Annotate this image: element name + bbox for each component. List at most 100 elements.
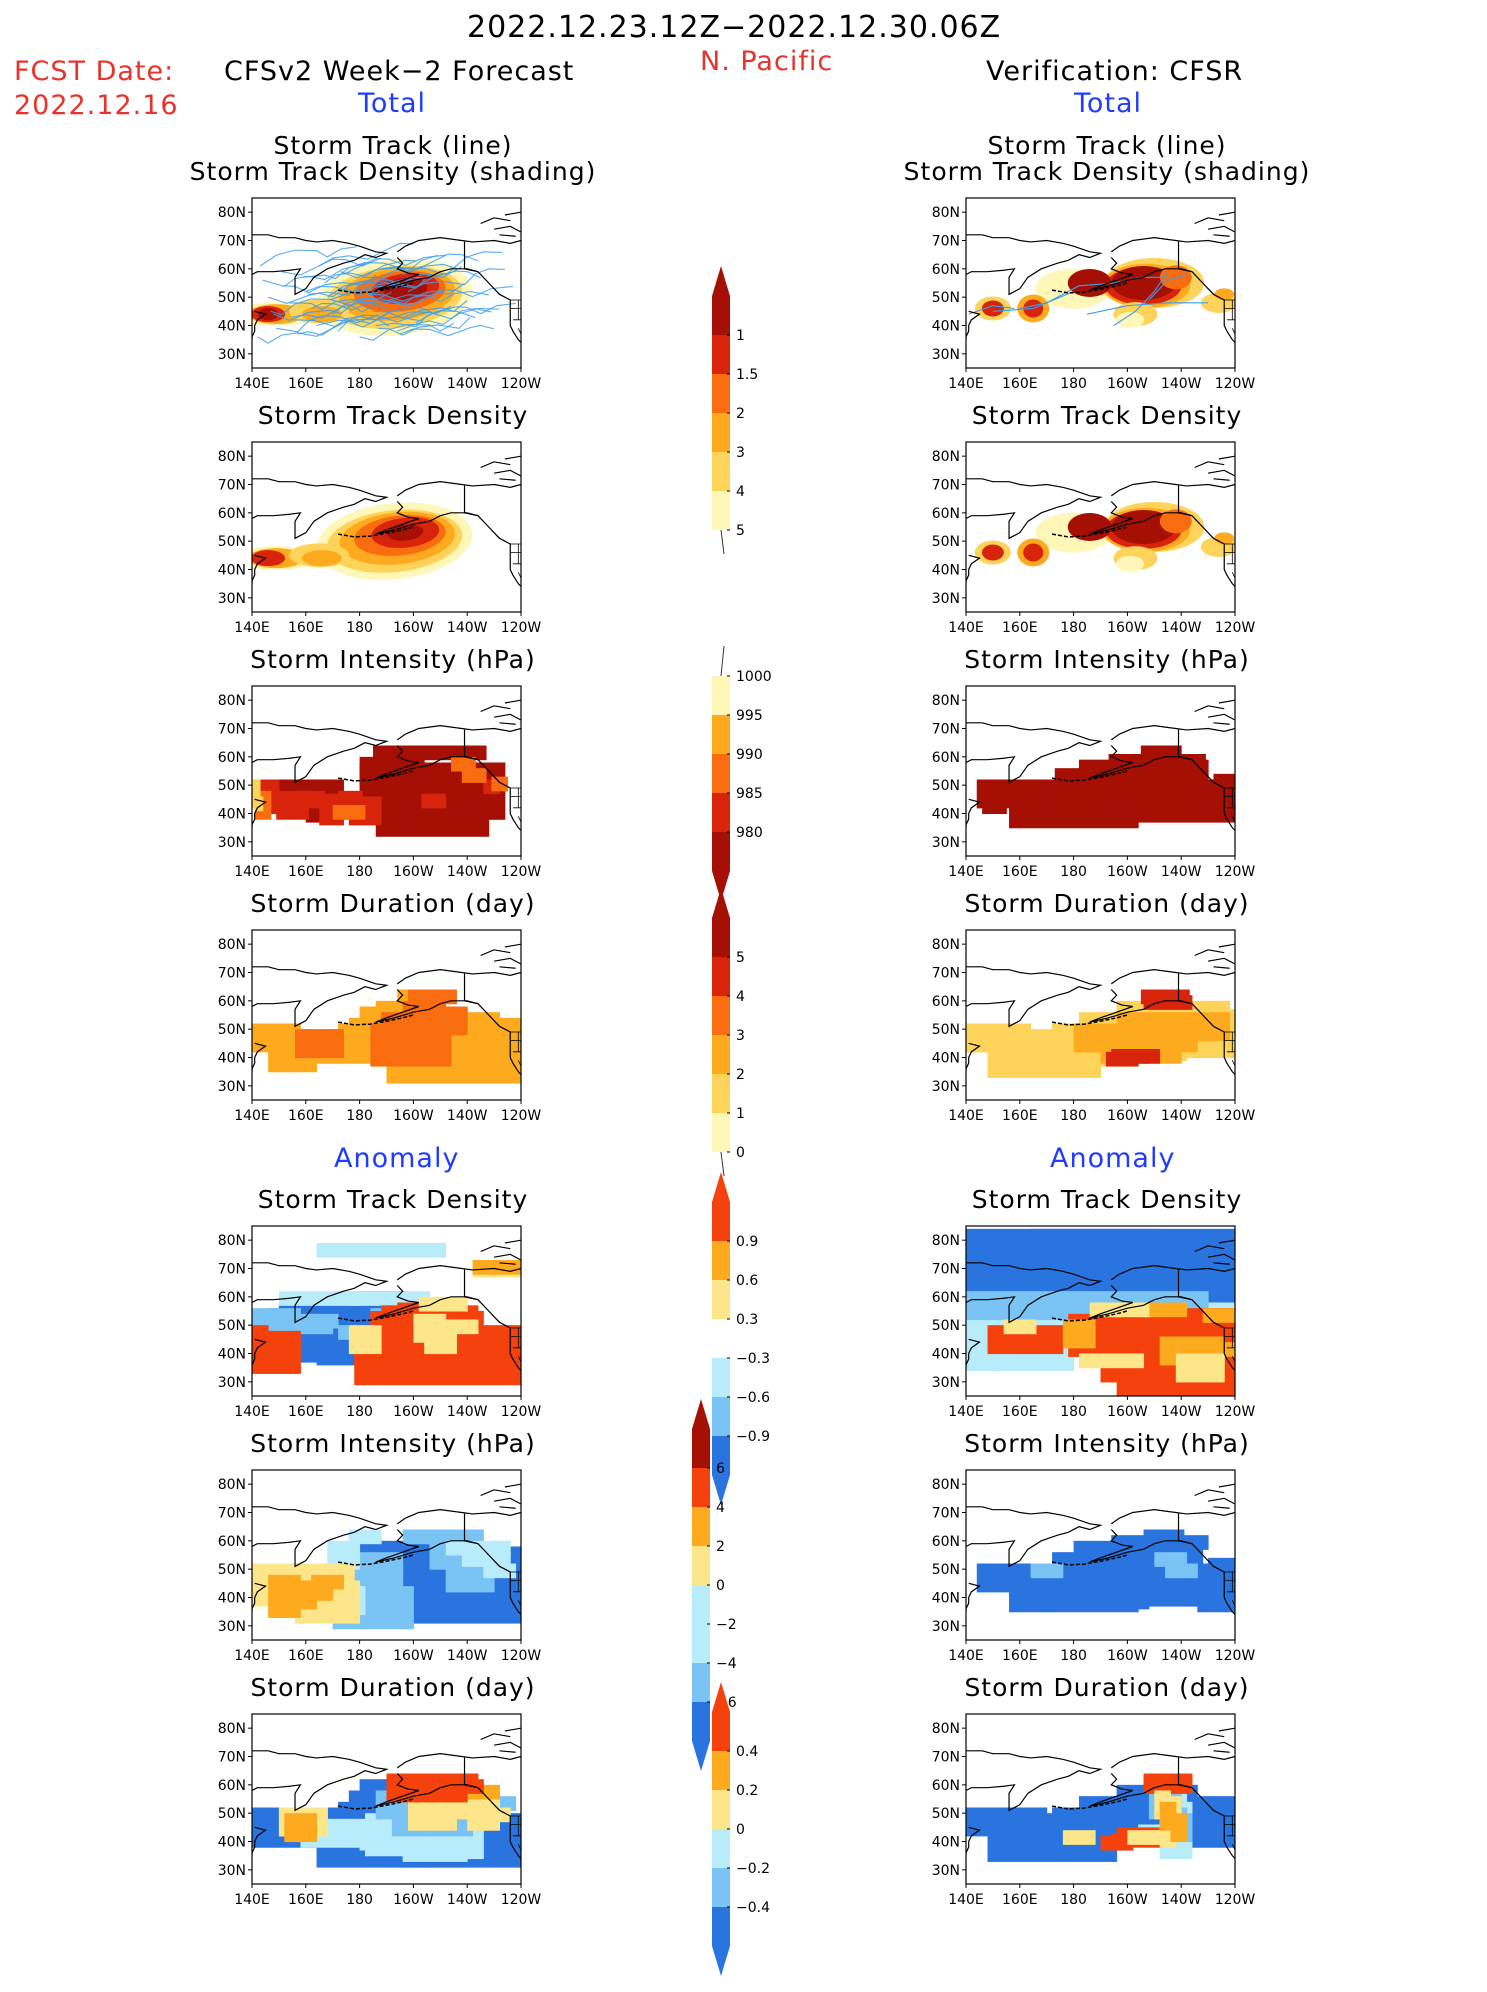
lon-tick-label: 160W — [1107, 376, 1148, 392]
lat-tick-label: 80N — [932, 937, 960, 953]
lat-tick-label: 40N — [218, 563, 246, 579]
lon-tick-label: 160E — [1002, 1108, 1038, 1124]
lat-tick-label: 60N — [932, 506, 960, 522]
lon-tick-label: 140E — [234, 1404, 270, 1420]
lon-tick-label: 160W — [1107, 1648, 1148, 1664]
lon-tick-label: 180 — [1060, 620, 1087, 636]
colorbar-tick-label: 3 — [736, 445, 745, 461]
lon-tick-label: 120W — [501, 1892, 542, 1908]
lon-tick-label: 140E — [948, 1892, 984, 1908]
lat-tick-label: 60N — [218, 750, 246, 766]
lat-tick-label: 30N — [932, 1375, 960, 1391]
map-forecast-anomaly-density: 140E 160E 180 160W 140W 120W 80N 70N 60N 50N 40N 30… — [206, 1224, 541, 1424]
lon-tick-label: 160W — [393, 1404, 434, 1420]
lon-tick-label: 180 — [346, 376, 373, 392]
lat-tick-label: 30N — [932, 1079, 960, 1095]
colorbar-tick-label: 4 — [736, 989, 745, 1005]
lat-tick-label: 30N — [218, 347, 246, 363]
lon-tick-label: 140W — [447, 620, 488, 636]
colorbar-tick-label: −4 — [716, 1656, 737, 1672]
lon-tick-label: 180 — [1060, 864, 1087, 880]
title-duration-right: Storm Duration (day) — [964, 889, 1250, 918]
lon-tick-label: 140W — [1161, 376, 1202, 392]
lat-tick-label: 30N — [218, 1375, 246, 1391]
lat-tick-label: 80N — [932, 1721, 960, 1737]
lat-tick-label: 70N — [218, 1262, 246, 1278]
title-anom-density-right: Storm Track Density — [971, 1185, 1243, 1214]
map-verification-total-intensity: 140E 160E 180 160W 140W 120W 80N 70N 60N 50N 40N 30… — [920, 684, 1255, 884]
lat-tick-label: 40N — [218, 1835, 246, 1851]
lon-tick-label: 160W — [1107, 864, 1148, 880]
colorbar-duration: 5 4 3 2 1 0 — [712, 884, 802, 1198]
lon-tick-label: 160E — [288, 1648, 324, 1664]
lon-tick-label: 160W — [393, 1892, 434, 1908]
lat-tick-label: 70N — [218, 234, 246, 250]
colorbar-tick-label: 3 — [736, 1028, 745, 1044]
forecast-title: CFSv2 Week−2 Forecast — [224, 56, 575, 87]
lon-tick-label: 120W — [1215, 1648, 1256, 1664]
lat-tick-label: 50N — [932, 1562, 960, 1578]
title-density-left: Storm Track Density — [257, 401, 529, 430]
forecast-anomaly-label: Anomaly — [334, 1143, 460, 1174]
lon-tick-label: 140W — [1161, 1404, 1202, 1420]
colorbar-tick-label: 0 — [716, 1578, 725, 1594]
title-track-line-left: Storm Track (line) — [273, 131, 513, 160]
colorbar-tick-label: 990 — [736, 747, 763, 763]
colorbar-tick-label: 2 — [736, 1067, 745, 1083]
lon-tick-label: 180 — [346, 864, 373, 880]
period-title: 2022.12.23.12Z−2022.12.30.06Z — [467, 10, 1002, 45]
fcst-date-value: 2022.12.16 — [14, 90, 179, 121]
lat-tick-label: 60N — [218, 1778, 246, 1794]
colorbar-tick-label: 1.5 — [736, 367, 758, 383]
lat-tick-label: 50N — [932, 1318, 960, 1334]
lon-tick-label: 120W — [1215, 620, 1256, 636]
lat-tick-label: 70N — [932, 1506, 960, 1522]
colorbar-tick-label: 985 — [736, 786, 763, 802]
colorbar-tick-label: 0 — [736, 1145, 745, 1161]
title-duration-left: Storm Duration (day) — [250, 889, 536, 918]
map-forecast-total-intensity: 140E 160E 180 160W 140W 120W 80N 70N 60N 50N 40N 30… — [206, 684, 541, 884]
lat-tick-label: 30N — [218, 1619, 246, 1635]
colorbar-density: 1 1.5 2 3 4 5 — [712, 262, 802, 576]
lon-tick-label: 180 — [346, 1404, 373, 1420]
region-title: N. Pacific — [700, 46, 834, 77]
colorbar-tick-label: −0.3 — [736, 1351, 770, 1367]
lat-tick-label: 40N — [218, 807, 246, 823]
colorbar-tick-label: 995 — [736, 708, 763, 724]
lon-tick-label: 160E — [1002, 864, 1038, 880]
colorbar-tick-label: 6 — [716, 1461, 725, 1477]
lat-tick-label: 30N — [932, 1619, 960, 1635]
lon-tick-label: 160E — [1002, 376, 1038, 392]
lon-tick-label: 120W — [1215, 376, 1256, 392]
lon-tick-label: 160E — [1002, 1404, 1038, 1420]
lon-tick-label: 160W — [393, 1108, 434, 1124]
lat-tick-label: 50N — [218, 290, 246, 306]
lon-tick-label: 140E — [234, 864, 270, 880]
lat-tick-label: 80N — [218, 1477, 246, 1493]
lat-tick-label: 50N — [932, 1806, 960, 1822]
lon-tick-label: 160W — [1107, 1404, 1148, 1420]
colorbar-anomaly-duration: 0.4 0.2 0 −0.2 −0.4 — [712, 1678, 802, 1992]
colorbar-tick-label: 2 — [716, 1539, 725, 1555]
lon-tick-label: 180 — [346, 1108, 373, 1124]
lon-tick-label: 140E — [234, 1892, 270, 1908]
title-density-right: Storm Track Density — [971, 401, 1243, 430]
lat-tick-label: 70N — [218, 478, 246, 494]
lon-tick-label: 180 — [1060, 1648, 1087, 1664]
lat-tick-label: 50N — [218, 1562, 246, 1578]
colorbar-tick-label: 980 — [736, 825, 763, 841]
map-verification-total-density: 140E 160E 180 160W 140W 120W 80N 70N 60N 50N 40N 30… — [920, 440, 1255, 640]
lat-tick-label: 70N — [932, 966, 960, 982]
verification-total-label: Total — [1074, 88, 1143, 119]
title-track-line-right: Storm Track (line) — [987, 131, 1227, 160]
title-track-shading-right: Storm Track Density (shading) — [903, 157, 1311, 186]
lon-tick-label: 120W — [1215, 1892, 1256, 1908]
lat-tick-label: 50N — [932, 1022, 960, 1038]
colorbar-tick-label: 1000 — [736, 669, 772, 685]
lon-tick-label: 160E — [288, 864, 324, 880]
lon-tick-label: 160W — [1107, 620, 1148, 636]
lat-tick-label: 40N — [932, 1591, 960, 1607]
lat-tick-label: 30N — [932, 1863, 960, 1879]
lat-tick-label: 40N — [932, 1835, 960, 1851]
lat-tick-label: 70N — [932, 478, 960, 494]
